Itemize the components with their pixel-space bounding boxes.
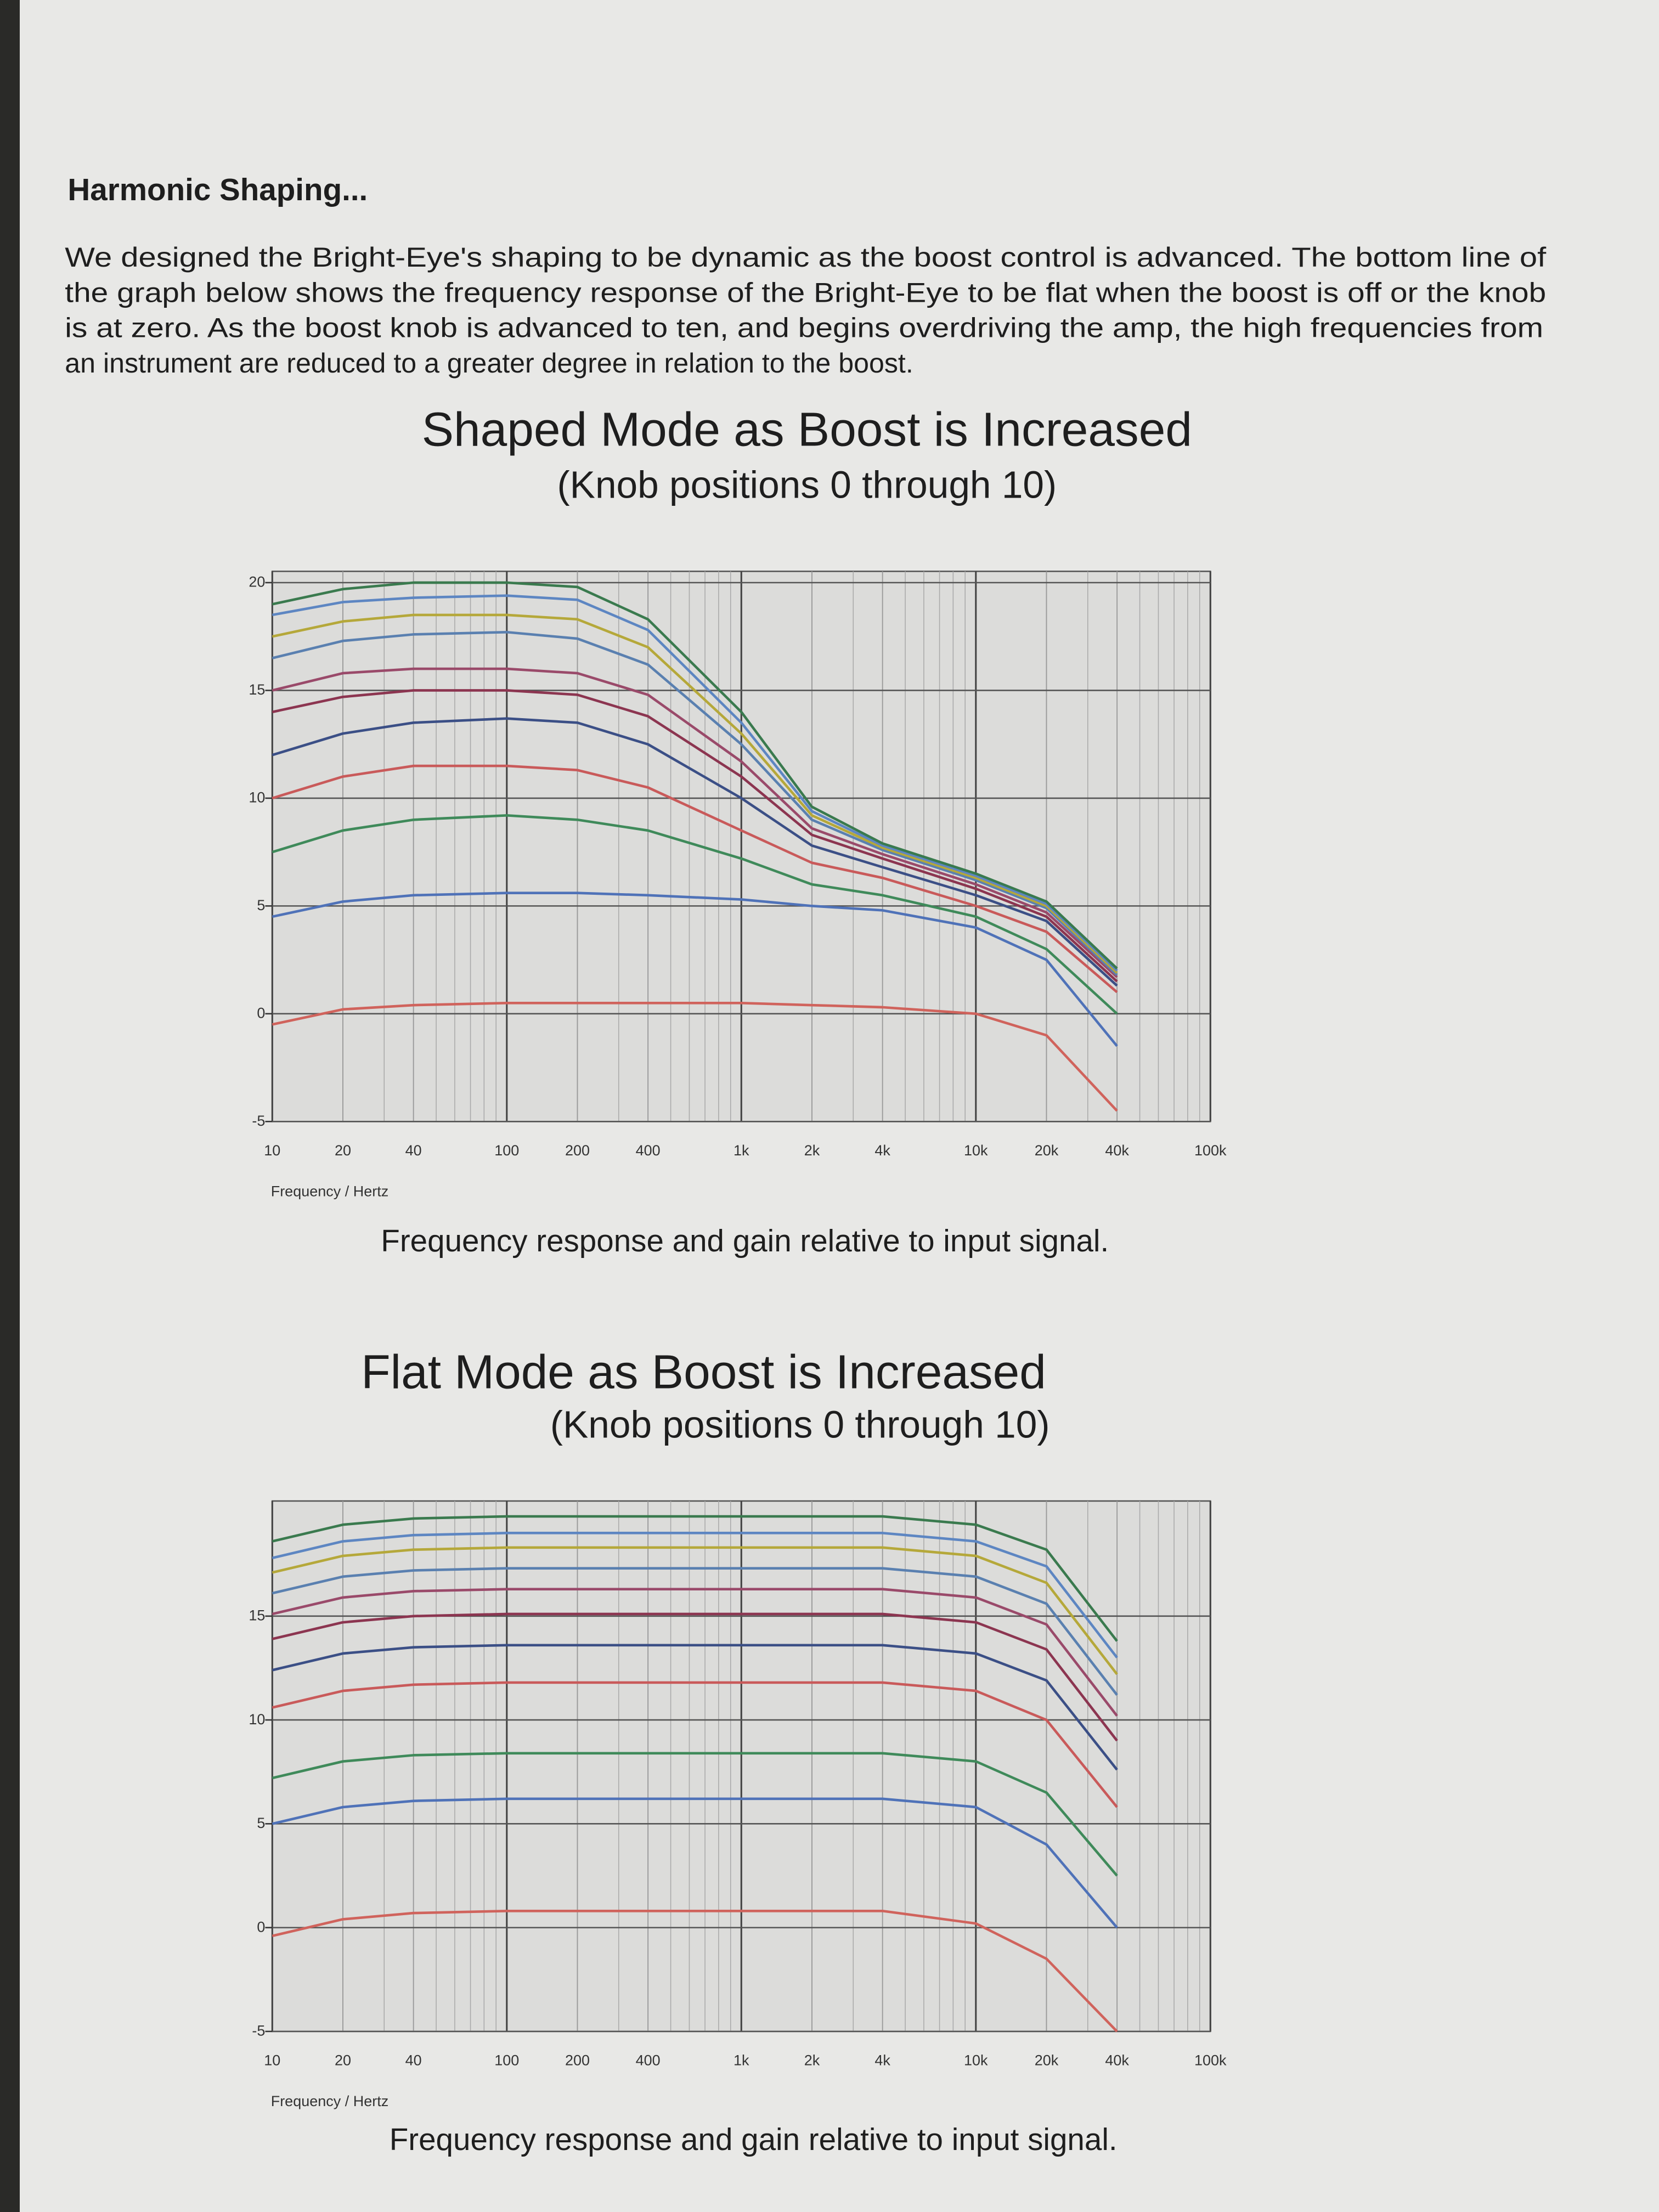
x-tick-label: 200	[565, 2052, 590, 2069]
x-tick-label: 1k	[733, 2052, 749, 2069]
x-tick-label: 10k	[964, 1142, 988, 1159]
response-line	[272, 581, 1118, 969]
y-tick-label: 0	[257, 1918, 265, 1935]
heading: Harmonic Shaping...	[67, 172, 368, 207]
x-tick-label: 20k	[1035, 1142, 1059, 1159]
response-line	[272, 891, 1118, 1047]
x-tick-label: 100k	[1194, 1142, 1227, 1159]
y-tick-label: 10	[249, 1711, 265, 1728]
y-tick-label: 5	[257, 1815, 265, 1831]
response-line	[272, 594, 1118, 972]
x-tick-label: 400	[636, 2052, 661, 2069]
response-line	[272, 1681, 1118, 1808]
chart-title: Shaped Mode as Boost is Increased	[422, 403, 1192, 456]
x-tick-label: 20k	[1035, 2052, 1059, 2069]
x-tick-label: 20	[335, 1142, 351, 1159]
chart-title: Flat Mode as Boost is Increased	[361, 1345, 1046, 1398]
response-line	[272, 1612, 1118, 1742]
response-line	[272, 1546, 1118, 1675]
response-line	[272, 1588, 1118, 1717]
paragraph-line: is at zero. As the boost knob is advance…	[65, 313, 1543, 343]
response-line	[272, 1532, 1118, 1658]
response-line	[272, 630, 1118, 976]
x-tick-label: 100	[494, 2052, 519, 2069]
chart-caption: Frequency response and gain relative to …	[381, 1223, 1109, 1258]
x-tick-label: 10k	[964, 2052, 988, 2069]
response-line	[272, 667, 1118, 978]
response-line	[272, 1001, 1118, 1112]
y-tick-label: -5	[252, 2023, 265, 2039]
y-tick-label: 5	[257, 897, 265, 913]
x-tick-label: 1k	[733, 1142, 749, 1159]
paragraph-line: the graph below shows the frequency resp…	[65, 277, 1546, 308]
paragraph-line: We designed the Bright-Eye's shaping to …	[65, 242, 1546, 273]
response-line	[272, 613, 1118, 974]
x-tick-label: 10	[264, 2052, 280, 2069]
x-axis-label: Frequency / Hertz	[271, 1183, 389, 1200]
x-tick-label: 4k	[874, 1142, 890, 1159]
y-tick-label: 0	[257, 1005, 265, 1022]
response-line	[272, 1797, 1118, 1929]
paragraph-line: an instrument are reduced to a greater d…	[65, 348, 913, 379]
x-axis-label: Frequency / Hertz	[271, 2093, 389, 2109]
x-tick-label: 200	[565, 1142, 590, 1159]
x-tick-label: 2k	[804, 2052, 820, 2069]
y-tick-label: 20	[249, 574, 265, 590]
x-tick-label: 100k	[1194, 2052, 1227, 2069]
response-line	[272, 814, 1118, 1015]
x-tick-label: 40	[405, 2052, 422, 2069]
x-tick-label: 400	[636, 1142, 661, 1159]
response-line	[272, 1515, 1118, 1642]
x-tick-label: 10	[264, 1142, 280, 1159]
y-tick-label: -5	[252, 1113, 265, 1129]
chart-subtitle: (Knob positions 0 through 10)	[550, 1403, 1050, 1446]
response-line	[272, 717, 1118, 987]
x-tick-label: 100	[494, 1142, 519, 1159]
x-tick-label: 40k	[1105, 2052, 1129, 2069]
response-line	[272, 1567, 1118, 1696]
x-tick-label: 40k	[1105, 1142, 1129, 1159]
x-tick-label: 4k	[874, 2052, 890, 2069]
response-line	[272, 764, 1118, 994]
x-tick-label: 2k	[804, 1142, 820, 1159]
chart-caption: Frequency response and gain relative to …	[390, 2122, 1118, 2157]
y-tick-label: 15	[249, 681, 265, 698]
y-tick-label: 15	[249, 1607, 265, 1624]
response-line	[272, 1752, 1118, 1877]
x-tick-label: 20	[335, 2052, 351, 2069]
response-line	[272, 689, 1118, 983]
response-line	[272, 1909, 1118, 2033]
chart-subtitle: (Knob positions 0 through 10)	[557, 464, 1057, 506]
y-tick-label: 10	[249, 789, 265, 806]
response-line	[272, 1644, 1118, 1771]
x-tick-label: 40	[405, 1142, 422, 1159]
paper-edge	[0, 0, 20, 2212]
